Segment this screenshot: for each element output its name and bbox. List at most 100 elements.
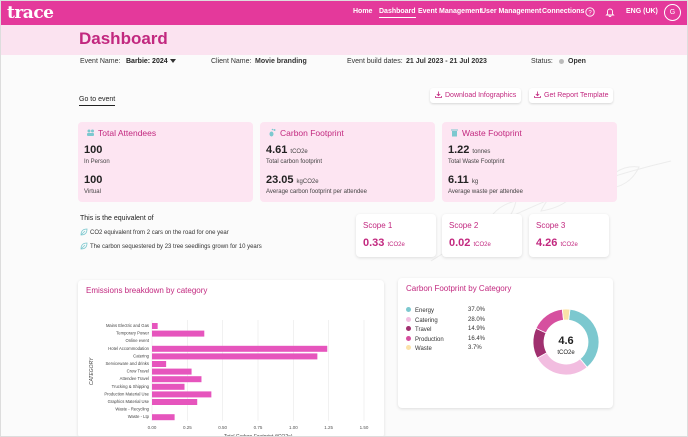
carbon-by-category-title: Carbon Footprint by Category xyxy=(406,284,512,293)
x-tick-label: 0.50 xyxy=(218,425,227,430)
y-tick-label: Waste - Ltp xyxy=(128,414,150,419)
y-tick-label: Crew Travel xyxy=(127,369,149,374)
status-dot xyxy=(559,59,564,64)
total-waste-value: 1.22 tonnes xyxy=(448,144,490,156)
go-to-event-link[interactable]: Go to event xyxy=(79,96,116,106)
y-tick-label: Serviceware and drinks xyxy=(105,361,149,366)
scope-3-card: Scope 3 4.26 tCO2e xyxy=(529,214,609,257)
scope-3-unit: tCO2e xyxy=(560,242,578,248)
donut-slice xyxy=(536,352,588,376)
nav-connections[interactable]: Connections xyxy=(542,8,585,15)
waste-footprint-label: Waste Footprint xyxy=(462,128,522,138)
legend-item: Waste xyxy=(406,345,432,352)
x-tick-label: 1.50 xyxy=(360,425,369,430)
scope-3-value: 4.26 tCO2e xyxy=(536,237,578,249)
scope-3-title: Scope 3 xyxy=(536,221,566,230)
status-label: Status: xyxy=(531,58,553,65)
in-person-label: In Person xyxy=(84,159,110,165)
trace-logo[interactable]: trace xyxy=(7,3,54,23)
y-tick-label: Attendee Travel xyxy=(120,376,149,381)
equivalent-cars-text: CO2 equivalent from 2 cars on the road f… xyxy=(90,230,229,236)
scope-1-card: Scope 1 0.33 tCO2e xyxy=(356,214,436,257)
event-name-select[interactable]: Barbie: 2024 xyxy=(126,58,176,65)
scope-2-number: 0.02 xyxy=(449,237,471,249)
trash-icon xyxy=(451,129,458,137)
x-tick-label: 0.25 xyxy=(183,425,192,430)
total-waste-label: Total Waste Footprint xyxy=(448,159,505,165)
legend-label: Waste xyxy=(415,346,432,352)
total-carbon-number: 4.61 xyxy=(266,144,288,156)
scope-2-unit: tCO2e xyxy=(473,242,491,248)
legend-swatch xyxy=(406,345,411,350)
legend-item: Catering xyxy=(406,316,438,324)
carbon-footprint-label: Carbon Footprint xyxy=(280,128,344,138)
legend-swatch xyxy=(406,326,411,331)
carbon-footprint-title: Carbon Footprint xyxy=(268,128,344,138)
nav-event-management[interactable]: Event Management xyxy=(418,8,482,15)
virtual-value: 100 xyxy=(84,174,103,186)
carbon-donut-chart: 4.6 tCO2e xyxy=(532,308,600,376)
y-tick-label: Catering xyxy=(133,353,149,358)
carbon-by-category-panel: Carbon Footprint by Category Energy 37.0%… xyxy=(398,278,613,408)
header-band xyxy=(1,25,687,55)
equivalent-cars: CO2 equivalent from 2 cars on the road f… xyxy=(80,228,229,236)
x-axis-label: Total Carbon Footprint (tCO2e) xyxy=(224,434,293,437)
y-tick-label: Waste - Recycling xyxy=(115,407,149,412)
emissions-bar-chart: 0.00 0.25 0.50 0.75 1.00 1.25 1.50 Mains Electr… xyxy=(89,320,369,437)
avatar[interactable]: G xyxy=(664,4,681,21)
y-tick-label: Online event xyxy=(125,338,149,343)
bell-icon[interactable] xyxy=(605,7,615,17)
equivalent-trees-text: The carbon sequestered by 23 tree seedli… xyxy=(90,244,262,250)
donut-slice xyxy=(561,308,571,321)
donut-center-value: 4.6 xyxy=(558,335,573,347)
in-person-value: 100 xyxy=(84,144,103,156)
equivalent-trees: The carbon sequestered by 23 tree seedli… xyxy=(80,242,262,250)
total-carbon-label: Total carbon footprint xyxy=(266,159,323,165)
event-name-value: Barbie: 2024 xyxy=(126,58,168,65)
download-infographics-button[interactable]: Download Infographics xyxy=(430,88,522,103)
legend-label: Energy xyxy=(415,308,435,314)
help-icon[interactable]: ? xyxy=(585,7,595,17)
virtual-label: Virtual xyxy=(84,189,101,195)
footprint-icon xyxy=(269,128,276,137)
language-selector[interactable]: ENG (UK) xyxy=(626,8,658,15)
bar xyxy=(152,330,205,337)
avg-carbon-number: 23.05 xyxy=(266,174,294,186)
client-name-value: Movie branding xyxy=(255,58,307,65)
bar xyxy=(152,399,198,405)
emissions-breakdown-title: Emissions breakdown by category xyxy=(86,286,208,295)
legend-percent: 28.0% xyxy=(468,316,486,323)
leaf-icon xyxy=(80,228,88,236)
legend-swatch xyxy=(406,316,411,322)
donut-slice xyxy=(532,327,548,359)
bar xyxy=(152,383,185,390)
y-tick-label: Production Material Use xyxy=(104,391,149,396)
client-name-label: Client Name: xyxy=(211,58,252,65)
bar xyxy=(152,376,202,383)
nav-home[interactable]: Home xyxy=(353,8,373,15)
legend-percent: 16.4% xyxy=(468,335,486,342)
bar xyxy=(152,391,212,398)
get-report-template-button[interactable]: Get Report Template xyxy=(529,88,614,103)
leaf-icon xyxy=(80,242,88,250)
nav-user-management[interactable]: User Management xyxy=(481,8,542,15)
legend-item: Energy xyxy=(406,307,434,314)
donut-center-unit: tCO2e xyxy=(557,350,575,356)
legend-label: Catering xyxy=(415,317,438,324)
x-tick-label: 0.75 xyxy=(254,425,263,430)
legend-item: Production xyxy=(406,335,444,343)
x-tick-label: 0.00 xyxy=(148,425,157,430)
avg-carbon-value: 23.05 kgCO2e xyxy=(266,174,319,186)
carbon-footprint-card: Carbon Footprint 4.61 tCO2e Total carbon … xyxy=(260,122,435,202)
build-dates-label: Event build dates: xyxy=(347,58,403,65)
legend-percent: 3.7% xyxy=(468,345,482,351)
avg-waste-number: 6.11 xyxy=(448,174,469,186)
scope-1-number: 0.33 xyxy=(363,237,385,249)
legend-item: Travel xyxy=(406,326,431,333)
nav-dashboard[interactable]: Dashboard xyxy=(379,8,416,18)
scope-2-card: Scope 2 0.02 tCO2e xyxy=(442,214,522,257)
get-report-template-label: Get Report Template xyxy=(544,92,609,99)
legend-percent: 37.0% xyxy=(468,307,486,313)
scope-1-title: Scope 1 xyxy=(363,221,393,230)
